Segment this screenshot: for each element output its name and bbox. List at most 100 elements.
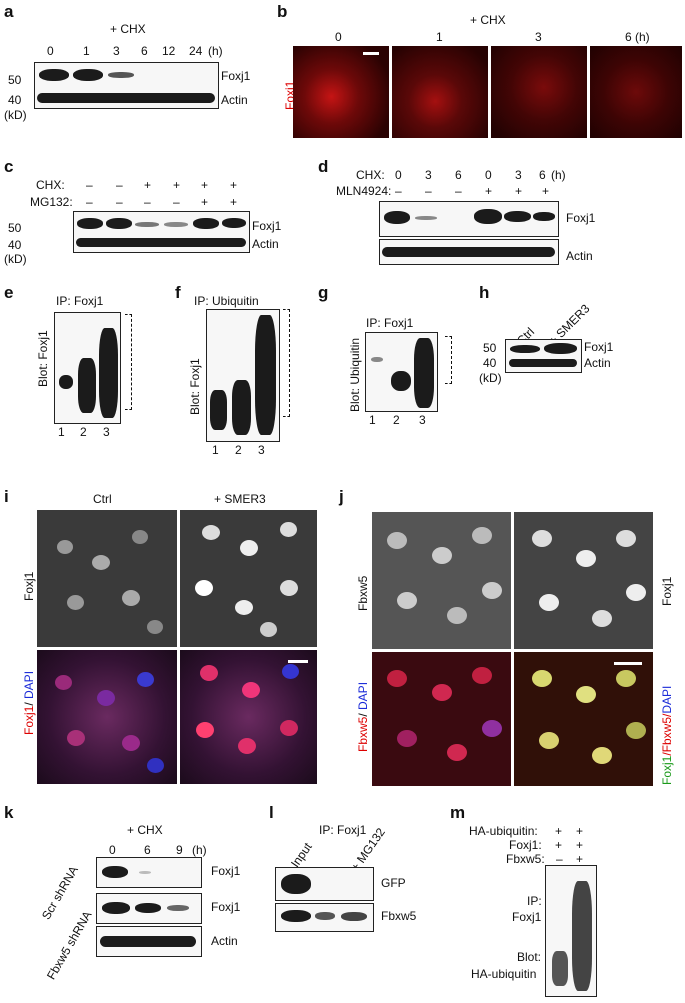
panel-d-blot-foxj1 (379, 201, 559, 237)
panel-k-blot-foxj1-fbxw5 (96, 893, 202, 924)
scale-bar (288, 660, 308, 663)
panel-j-letter: j (339, 487, 344, 506)
sign: + (144, 178, 152, 192)
panel-l-label-fbxw5: Fbxw5 (381, 909, 417, 923)
panel-g-bracket (445, 336, 452, 384)
nucleus (472, 667, 492, 684)
fbxw5-label: /Fbxw5/ (660, 713, 674, 756)
lane-number: 2 (80, 425, 87, 439)
band (281, 910, 311, 922)
sign: – (86, 195, 93, 209)
panel-b-treatment: + CHX (470, 13, 506, 27)
panel-b-time-3: 3 (535, 30, 542, 44)
panel-h-mw-40: 40 (483, 356, 497, 370)
panel-j-foxj1 (514, 512, 653, 649)
panel-i-smer3-foxj1 (180, 510, 317, 647)
panel-c-label-foxj1: Foxj1 (252, 219, 282, 233)
panel-m-blot-1: Blot: (517, 950, 542, 964)
sign: + (542, 184, 550, 198)
sign: 6 (539, 168, 546, 182)
panel-m-row-fbxw5: Fbxw5: (506, 852, 545, 866)
band (504, 211, 531, 222)
nucleus (92, 555, 110, 570)
sign: – (455, 184, 462, 198)
panel-k-treatment: + CHX (127, 823, 163, 837)
band (509, 359, 577, 367)
panel-m-blot (545, 865, 597, 997)
band (73, 69, 103, 81)
panel-a-blot (34, 62, 219, 109)
band (78, 358, 96, 413)
panel-k-blot-foxj1-scr (96, 857, 202, 888)
panel-f-letter: f (175, 283, 181, 302)
nucleus (55, 675, 72, 690)
panel-l-blot-fbxw5 (275, 903, 374, 932)
nucleus (482, 720, 502, 737)
band (510, 345, 540, 353)
band (135, 222, 159, 227)
nucleus (57, 540, 73, 554)
panel-a-time-6: 6 (141, 44, 148, 58)
panel-d-label-actin: Actin (566, 249, 593, 263)
panel-j-left-label: Fbxw5 (356, 575, 370, 611)
band (341, 912, 367, 921)
panel-i-col-ctrl: Ctrl (93, 492, 112, 506)
band (391, 371, 411, 391)
panel-f-blot-label: Blot: Foxj1 (188, 358, 202, 415)
panel-f-bracket (283, 309, 290, 417)
panel-k-blot-actin (96, 926, 202, 957)
panel-k-row-scr: Scr shRNA (39, 863, 81, 922)
panel-d-row-mln: MLN4924: (336, 184, 392, 198)
separator: / (356, 709, 370, 717)
sign: 3 (425, 168, 432, 182)
panel-b-letter: b (277, 2, 288, 21)
panel-b-time-0: 0 (335, 30, 342, 44)
panel-k-unit: (h) (192, 843, 207, 857)
band (232, 380, 251, 435)
panel-d-label-foxj1: Foxj1 (566, 211, 596, 225)
nucleus (576, 550, 596, 567)
panel-l-label-gfp: GFP (381, 876, 406, 890)
nucleus (122, 590, 140, 606)
panel-d-unit: (h) (551, 168, 566, 182)
nucleus (387, 670, 407, 687)
panel-c-label-actin: Actin (252, 237, 279, 251)
band (572, 881, 592, 991)
nucleus (539, 732, 559, 749)
panel-c-row-chx: CHX: (36, 178, 65, 192)
band (135, 903, 161, 913)
panel-i-ctrl-foxj1 (37, 510, 177, 647)
sign: – (556, 852, 563, 866)
band (544, 343, 577, 354)
panel-j-merge (514, 652, 653, 786)
sign: + (173, 178, 181, 192)
sign: – (173, 195, 180, 209)
panel-a-label-foxj1: Foxj1 (221, 69, 251, 83)
sign: + (230, 195, 238, 209)
panel-b-image-0h (293, 46, 389, 138)
panel-f-ip: IP: Ubiquitin (194, 294, 259, 308)
panel-h-kd: (kD) (479, 371, 502, 385)
nucleus (196, 722, 214, 738)
panel-a-time-24: 24 (189, 44, 203, 58)
panel-m-letter: m (450, 803, 466, 822)
sign: + (230, 178, 238, 192)
panel-h-letter: h (479, 283, 490, 302)
sign: 3 (515, 168, 522, 182)
nucleus (132, 530, 148, 544)
panel-e-bracket (125, 314, 132, 410)
nucleus (482, 582, 502, 599)
panel-l-blot-gfp (275, 867, 374, 901)
panel-i-col-smer3: + SMER3 (214, 492, 266, 506)
sign: – (86, 178, 93, 192)
panel-a-treatment: + CHX (110, 22, 146, 36)
nucleus (626, 584, 646, 601)
band (255, 315, 276, 435)
panel-c-mw-40: 40 (8, 238, 22, 252)
sign: – (144, 195, 151, 209)
foxj1-label: Foxj1 (22, 705, 36, 735)
panel-a-time-3: 3 (113, 44, 120, 58)
panel-h-blot (505, 339, 582, 373)
panel-b-image-6h (590, 46, 682, 138)
band (108, 72, 134, 78)
